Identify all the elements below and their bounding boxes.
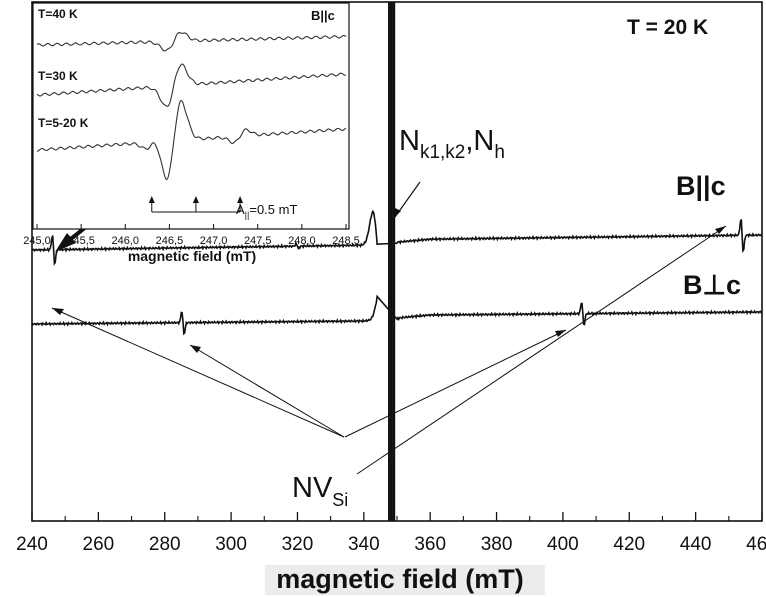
center-label-main: N [399, 125, 420, 157]
nv-arrow-left-line [51, 307, 345, 438]
main-x-tick-label: 440 [680, 534, 712, 555]
hyperfine-label-a: A [236, 202, 245, 217]
hyperfine-arrowhead [192, 196, 199, 203]
inset-x-tick-label: 247,0 [200, 235, 228, 247]
main-x-axis-label: magnetic field (mT) [276, 564, 524, 594]
main-x-tick-label: 300 [215, 534, 247, 555]
inset-x-tick-label: 245,5 [67, 235, 95, 247]
main-plot: 240 260 280 300 320 340 360 380 400 420 440 460 mag… [16, 1, 766, 595]
center-label-sub1: k1,k2 [420, 142, 465, 163]
main-x-tick-label: 340 [348, 534, 380, 555]
xlabel-background [265, 565, 545, 595]
nv-arrow-right-line [344, 329, 567, 438]
main-x-tick-label: 400 [547, 534, 579, 555]
inset-x-tick-label: 248,5 [332, 235, 360, 247]
center-lines-arrowhead [393, 207, 401, 217]
inset-x-tick-label: 245,0 [23, 235, 51, 247]
nv-arrow-mid-head [190, 345, 201, 353]
center-lines-label: Nk1,k2,Nh [399, 125, 505, 163]
hyperfine-arrowhead [237, 196, 244, 203]
inset-pointer-arrowhead [55, 233, 76, 252]
inset-series-label: T=40 K [38, 7, 78, 21]
nv-label-sub: Si [332, 490, 348, 510]
hyperfine-label-value: =0.5 mT [249, 202, 297, 217]
inset-series-line [36, 99, 347, 181]
nv-arrows [51, 225, 727, 475]
inset-frame [32, 2, 350, 230]
main-x-tick-label: 260 [83, 534, 115, 555]
inset-plot: 245,0 245,5 246,0 246,5 247,0 247,5 248,0 248,5… [23, 2, 360, 264]
main-x-tick-label: 320 [282, 534, 314, 555]
nv-arrow-upper-right-line [356, 225, 727, 475]
temperature-annotation: T = 20 K [627, 16, 708, 39]
inset-series-label: T=30 K [38, 69, 78, 83]
inset-x-tick-label: 246,0 [112, 235, 140, 247]
nv-arrow-upper-right-head [715, 226, 726, 234]
hyperfine-label: A||=0.5 mT [236, 202, 297, 220]
nv-label-main: NV [292, 472, 333, 504]
inset-series-line [36, 32, 347, 52]
main-x-ticks [31, 512, 763, 521]
b-perp-c: c [726, 270, 741, 300]
series-label-b-perp-c: B⊥c [683, 270, 741, 300]
main-series-group [31, 2, 763, 521]
nv-label: NVSi [292, 472, 348, 510]
inset-x-tick-labels: 245,0 245,5 246,0 246,5 247,0 247,5 248,0 248,5 [23, 235, 360, 247]
hyperfine-markers [148, 196, 244, 213]
main-x-tick-label: 240 [16, 534, 48, 555]
center-label-sub2: h [494, 142, 505, 163]
b-perp-b: B [683, 270, 703, 300]
inset-x-axis-label: magnetic field (mT) [128, 248, 256, 264]
inset-field-label: B||c [311, 8, 335, 23]
hyperfine-arrowhead [148, 196, 155, 203]
nv-arrow-mid-line [189, 344, 345, 438]
main-x-tick-label: 280 [149, 534, 181, 555]
inset-series-labels: T=40 K T=30 K T=5-20 K [38, 7, 89, 130]
main-x-tick-label: 360 [414, 534, 446, 555]
inset-series-line [36, 63, 347, 107]
nv-arrow-right-head [555, 330, 566, 337]
main-x-tick-label: 380 [481, 534, 513, 555]
main-x-tick-label: 420 [613, 534, 645, 555]
inset-x-tick-label: 248,0 [288, 235, 316, 247]
inset-series-group [36, 32, 347, 181]
main-series-line [31, 294, 763, 336]
center-label-comma: ,N [465, 125, 494, 157]
inset-series-label: T=5-20 K [38, 116, 89, 130]
inset-x-tick-label: 247,5 [244, 235, 272, 247]
inset-x-tick-label: 246,5 [156, 235, 184, 247]
main-x-tick-labels: 240 260 280 300 320 340 360 380 400 420 440 460 [16, 534, 766, 555]
b-perp-symbol: ⊥ [703, 270, 727, 300]
inset-x-ticks [36, 224, 347, 229]
main-x-tick-label: 460 [746, 534, 766, 555]
hyperfine-label-sub: || [245, 210, 250, 220]
nv-arrow-left-head [52, 308, 64, 315]
main-series-line [31, 209, 763, 266]
series-label-b-parallel-c: B||c [676, 171, 726, 201]
